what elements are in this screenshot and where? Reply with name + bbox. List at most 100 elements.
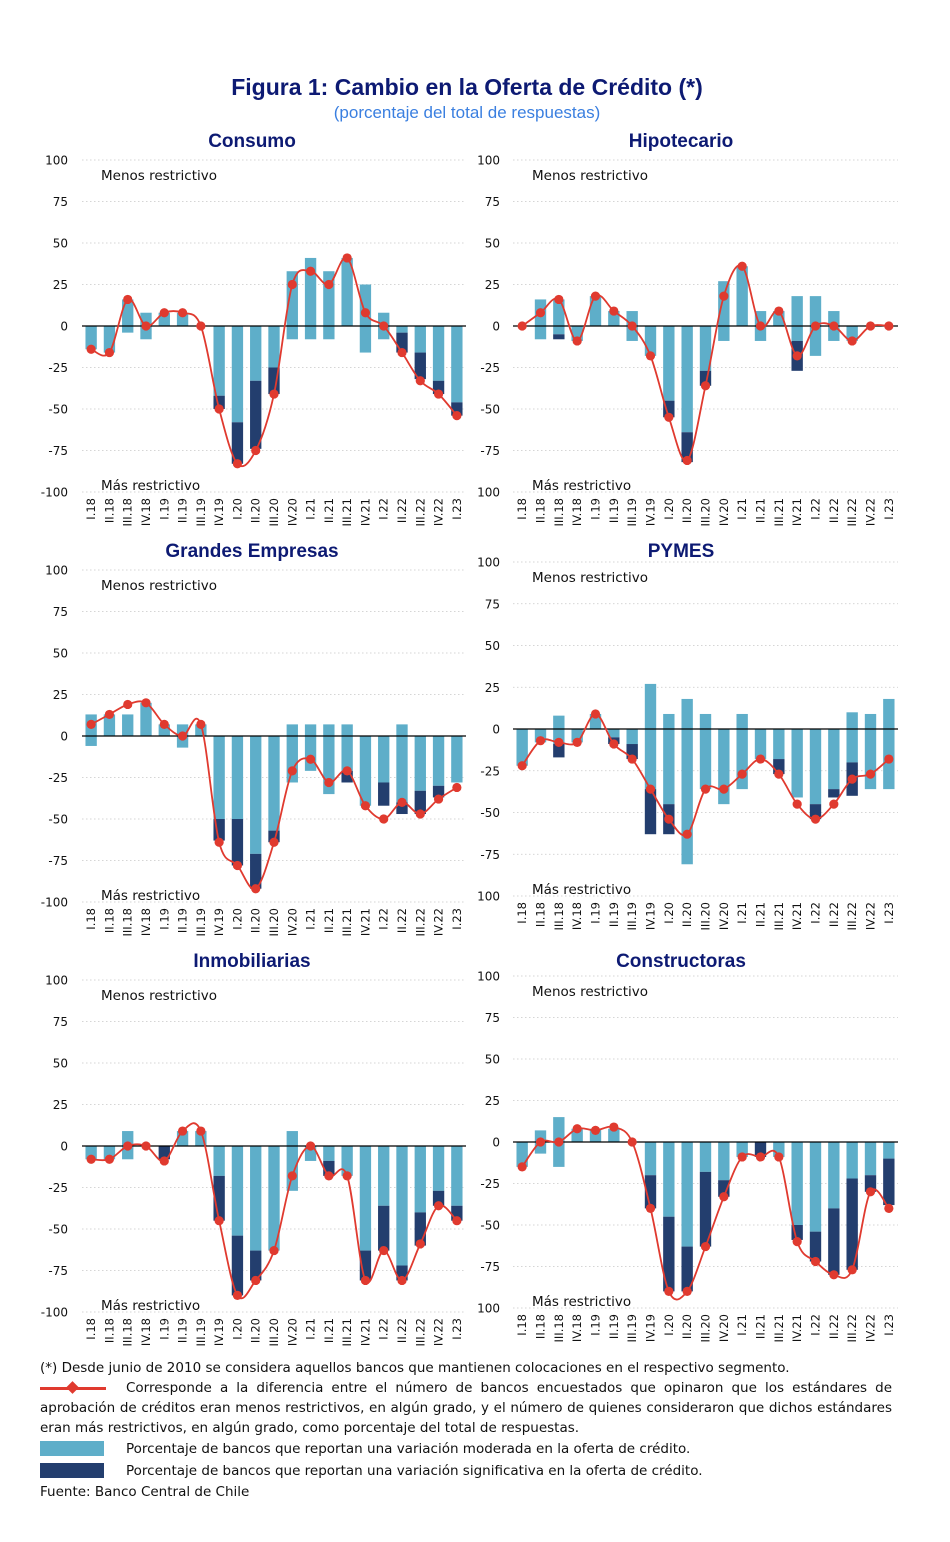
difference-point <box>664 412 674 422</box>
bar-moderate <box>359 1146 372 1251</box>
difference-point <box>810 814 821 824</box>
bar-significant <box>250 1250 262 1281</box>
difference-point <box>214 1216 224 1226</box>
difference-point <box>645 1203 656 1213</box>
difference-point <box>342 253 352 263</box>
x-tick-label: I.21 <box>735 902 749 924</box>
x-tick-label: II.20 <box>680 498 694 523</box>
bar-moderate <box>754 729 767 760</box>
difference-point <box>682 1286 692 1296</box>
figure-subtitle: (porcentaje del total de respuestas) <box>333 103 601 122</box>
x-tick-label: III.21 <box>340 498 354 526</box>
x-tick-label: I.19 <box>157 908 171 930</box>
bar-moderate <box>396 736 408 803</box>
difference-point <box>590 709 601 719</box>
x-tick-label: I.19 <box>589 498 603 520</box>
difference-point <box>719 1192 729 1202</box>
x-tick-label: I.18 <box>515 902 529 924</box>
chart-title: Constructoras <box>616 951 746 972</box>
difference-point <box>682 455 692 466</box>
x-tick-label: IV.19 <box>644 1314 658 1342</box>
bar-moderate <box>791 296 803 326</box>
chart-title: Hipotecario <box>629 131 734 152</box>
bar-moderate <box>534 729 547 743</box>
moderate-legend-text: Porcentaje de bancos que reportan una va… <box>126 1441 691 1457</box>
difference-point <box>415 809 425 819</box>
difference-point <box>609 306 619 316</box>
x-tick-label: III.18 <box>552 1314 566 1342</box>
x-tick-label: IV.21 <box>790 498 804 526</box>
x-tick-label: III.21 <box>772 902 786 930</box>
difference-point <box>196 1126 206 1136</box>
difference-point <box>177 731 188 741</box>
annotation-lower: Más restrictivo <box>101 1298 200 1314</box>
bar-moderate <box>534 326 547 340</box>
y-tick-label: 25 <box>485 681 500 695</box>
x-tick-label: I.20 <box>230 908 244 930</box>
chart-title: Grandes Empresas <box>165 541 338 562</box>
x-tick-label: I.20 <box>662 498 676 520</box>
x-tick-label: II.21 <box>322 1318 336 1343</box>
difference-point <box>452 1216 462 1226</box>
bar-moderate <box>323 724 335 736</box>
y-tick-label: 25 <box>485 278 500 292</box>
difference-point <box>287 1171 297 1181</box>
notes-section: (*) Desde junio de 2010 se considera aqu… <box>40 1358 892 1502</box>
bar-moderate <box>103 326 116 353</box>
difference-point <box>324 1171 334 1181</box>
bar-significant <box>359 1250 372 1281</box>
bar-moderate <box>323 1146 335 1161</box>
bar-moderate <box>432 1146 445 1191</box>
difference-point <box>104 709 115 720</box>
y-tick-label: 0 <box>492 320 500 334</box>
bar-moderate <box>864 729 877 790</box>
bar-moderate <box>341 257 353 326</box>
y-tick-label: -50 <box>480 403 500 417</box>
bar-moderate <box>681 326 693 433</box>
y-tick-label: 0 <box>60 730 68 744</box>
difference-point <box>159 1156 169 1166</box>
bar-significant <box>250 380 262 449</box>
difference-point <box>177 308 188 318</box>
bar-moderate <box>809 326 822 356</box>
difference-point <box>251 884 261 894</box>
bar-moderate <box>414 1146 426 1213</box>
x-tick-label: IV.18 <box>139 1318 153 1346</box>
difference-point <box>700 784 711 794</box>
x-tick-label: II.21 <box>754 1314 768 1339</box>
x-tick-label: III.22 <box>413 908 427 936</box>
bar-significant <box>414 790 426 815</box>
bar-moderate <box>681 1142 693 1247</box>
difference-point <box>214 404 224 414</box>
y-tick-label: 100 <box>45 974 68 988</box>
bar-moderate <box>85 326 97 350</box>
bar-moderate <box>250 1146 262 1251</box>
x-tick-label: II.19 <box>176 1318 190 1343</box>
difference-point <box>287 279 297 290</box>
difference-point <box>572 336 582 346</box>
difference-point <box>609 1122 619 1132</box>
chart-panel: Constructoras 100 75 50 25 0 -25 -50 -75 100 Menos… <box>477 951 898 1342</box>
x-tick-label: I.22 <box>377 498 391 520</box>
bar-moderate <box>414 736 426 791</box>
bar-moderate <box>809 729 822 805</box>
x-tick-label: II.19 <box>607 498 621 523</box>
bar-moderate <box>195 724 207 736</box>
difference-point <box>774 1152 784 1162</box>
difference-point <box>269 837 279 847</box>
bar-significant <box>553 744 565 758</box>
difference-point <box>700 381 711 391</box>
asterisk-note: (*) Desde junio de 2010 se considera aqu… <box>40 1360 790 1376</box>
x-tick-label: I.23 <box>882 1314 896 1336</box>
difference-point <box>397 1275 407 1286</box>
y-tick-label: 0 <box>492 1136 500 1150</box>
y-tick-label: 25 <box>485 1094 500 1108</box>
y-tick-label: -75 <box>48 1264 68 1278</box>
y-tick-label: 0 <box>60 1140 68 1154</box>
bar-moderate <box>140 312 152 326</box>
x-tick-label: II.21 <box>322 498 336 523</box>
x-tick-label: III.19 <box>194 908 208 936</box>
bar-moderate <box>534 1142 547 1154</box>
annotation-upper: Menos restrictivo <box>532 984 648 1000</box>
x-tick-label: I.19 <box>157 498 171 520</box>
